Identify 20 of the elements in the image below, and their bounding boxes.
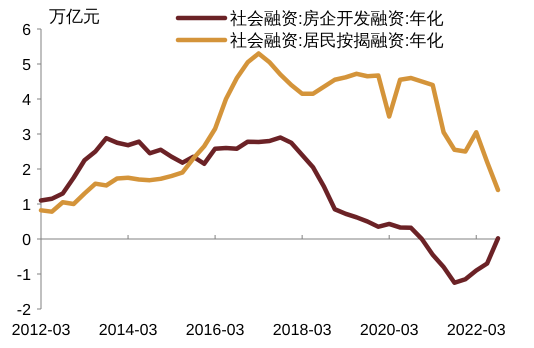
- legend-label: 社会融资:居民按揭融资:年化: [230, 31, 444, 50]
- line-series: [38, 135, 500, 285]
- x-tick-label: 2012-03: [12, 322, 70, 339]
- y-tick-label: 2: [22, 162, 32, 179]
- y-tick-label: 6: [22, 22, 32, 39]
- y-tick-label: -2: [16, 302, 32, 319]
- y-tick-label: 5: [22, 57, 32, 74]
- y-tick-label: -1: [16, 267, 32, 284]
- x-tick-label: 2018-03: [272, 322, 332, 339]
- x-tick-label: 2014-03: [98, 322, 158, 339]
- x-tick-label: 2022-03: [446, 322, 506, 339]
- y-tick-label: 1: [22, 197, 32, 214]
- x-tick-label: 2020-03: [360, 322, 419, 339]
- y-tick-label: 0: [22, 232, 32, 249]
- legend-label: 社会融资:房企开发融资:年化: [230, 9, 444, 28]
- y-tick-label: 3: [22, 127, 32, 144]
- x-tick-label: 2016-03: [186, 322, 245, 339]
- y-tick-label: 4: [22, 92, 32, 109]
- y-axis-title: 万亿元: [49, 7, 100, 26]
- line-series: [38, 51, 500, 214]
